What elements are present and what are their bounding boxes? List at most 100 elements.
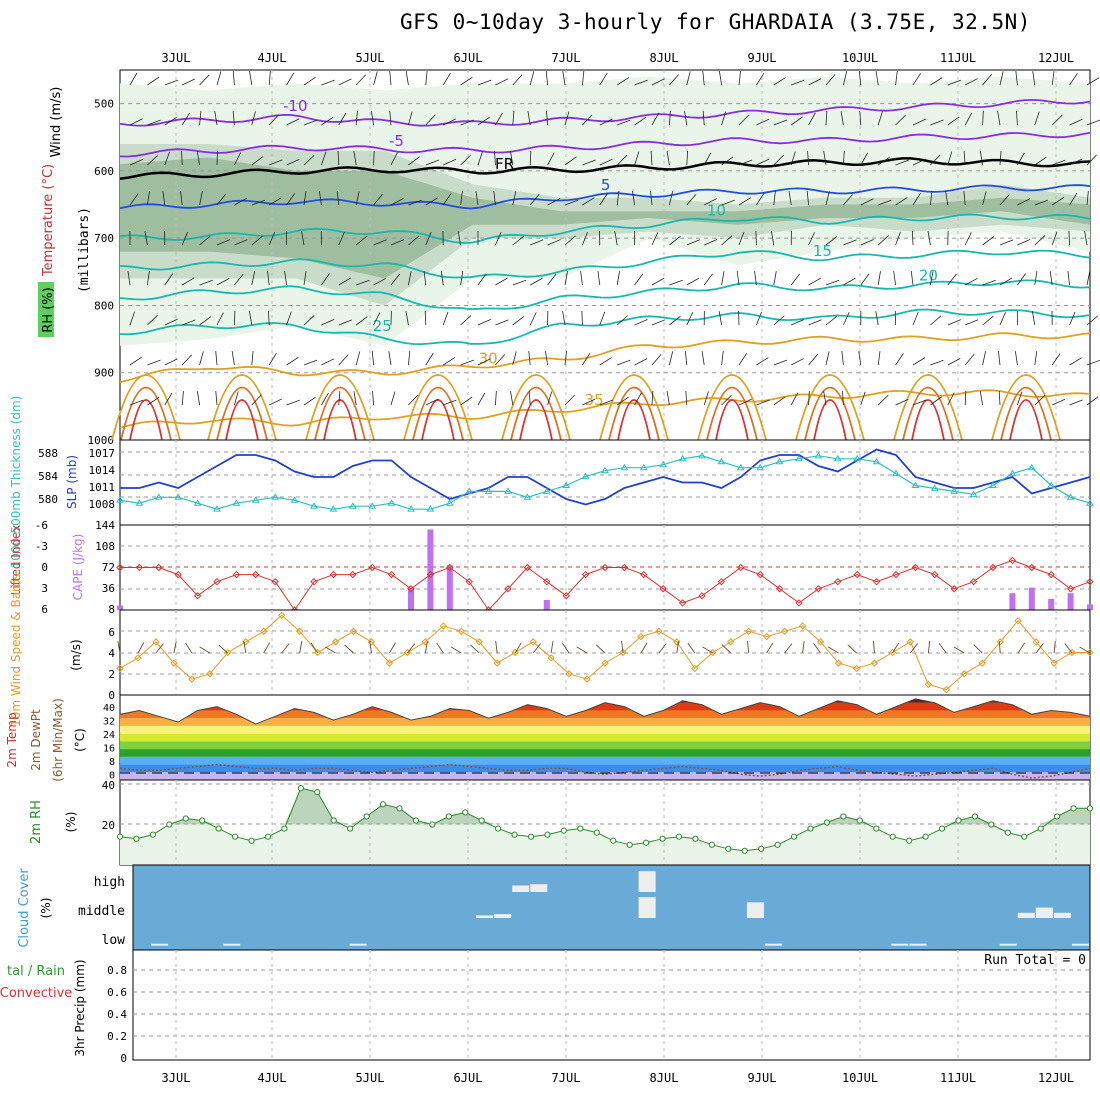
wind-barb xyxy=(127,271,131,286)
wind10m-marker xyxy=(170,659,178,667)
wind-barb xyxy=(877,271,881,286)
wind-barb xyxy=(580,271,583,286)
cloud-bar-high xyxy=(512,885,530,892)
temp-contour-label: 30 xyxy=(479,349,498,367)
rh2m-marker xyxy=(314,789,321,796)
wind-barb xyxy=(721,271,725,286)
wind-barb xyxy=(807,151,809,166)
wind-barb xyxy=(373,277,387,286)
wind-barb xyxy=(1034,395,1046,406)
wind10m-barb xyxy=(687,642,696,654)
wind10m-barb xyxy=(784,643,793,654)
wind-barb xyxy=(1086,77,1100,86)
wind-barb xyxy=(806,191,809,206)
wind10m-barb xyxy=(407,643,416,654)
wind-barb xyxy=(947,392,955,406)
cape-bar xyxy=(1048,598,1055,610)
wind-barb xyxy=(231,351,235,366)
wind-barb xyxy=(390,391,396,406)
wind-barb xyxy=(529,71,535,86)
wind-barb xyxy=(790,151,796,166)
lifted-index-marker xyxy=(543,577,551,586)
wind-barb xyxy=(1014,351,1018,366)
wind-barb xyxy=(303,271,307,286)
wind-barb xyxy=(790,392,799,406)
wind-barb xyxy=(547,239,561,246)
wind-barb xyxy=(356,279,370,286)
wind-barb xyxy=(338,78,352,86)
wind-barb xyxy=(371,351,374,366)
precip-tick: 0 xyxy=(120,1052,127,1065)
wind10m-marker xyxy=(852,664,861,673)
millibars-axis-label: (millibars) xyxy=(77,207,92,293)
wind-barb xyxy=(634,392,642,406)
precip-tick: 0.8 xyxy=(107,964,127,977)
cloud-bar-low xyxy=(1071,943,1089,946)
wind-barb xyxy=(790,116,803,126)
wind-barb xyxy=(215,391,218,406)
temp-color-band xyxy=(120,756,1090,765)
wind-barb xyxy=(599,193,608,206)
wind-barb xyxy=(965,277,978,286)
thickness-marker xyxy=(504,487,512,494)
wind-barb xyxy=(268,352,277,366)
slp-line xyxy=(120,448,1091,506)
wind-barb xyxy=(773,191,776,206)
wind-barb xyxy=(460,154,471,166)
wind-barb xyxy=(355,191,360,206)
wind-barb xyxy=(634,358,648,366)
thickness-marker xyxy=(407,505,415,512)
thickness-marker xyxy=(290,496,299,503)
wind-barb xyxy=(495,391,497,406)
slp-tick: 1011 xyxy=(89,481,116,494)
wind-barb xyxy=(756,118,770,126)
wind-barb xyxy=(912,73,922,86)
wind-barb xyxy=(878,199,892,206)
wind-barb xyxy=(599,311,606,326)
wind-barb xyxy=(582,353,591,366)
rh2m-marker xyxy=(281,825,288,832)
thickness-marker xyxy=(872,457,881,465)
thickness-marker xyxy=(1086,499,1094,506)
wind-barb xyxy=(634,151,640,166)
lifted-index-marker xyxy=(989,563,997,572)
wind-barb xyxy=(512,316,525,326)
thickness-marker xyxy=(562,481,571,488)
wind-barb xyxy=(477,319,491,326)
wind-barb xyxy=(512,191,517,206)
lifted-tick: -6 xyxy=(35,519,48,532)
wind-barb xyxy=(582,398,596,406)
wind-barb xyxy=(199,191,203,206)
wind10m-marker xyxy=(277,611,286,620)
boundary-layer-isotherm xyxy=(510,386,562,441)
boundary-layer-isotherm xyxy=(715,399,749,441)
wind10m-marker xyxy=(798,622,807,630)
wind-barb xyxy=(719,71,722,86)
wind-barb xyxy=(877,235,889,246)
wind-barb xyxy=(303,191,307,206)
lifted-index-marker xyxy=(1008,556,1017,565)
wind-barb xyxy=(460,191,463,206)
wind-barb xyxy=(912,158,926,166)
rh2m-marker xyxy=(445,813,452,820)
wind-barb xyxy=(756,73,765,86)
wind-barb xyxy=(738,353,748,366)
boundary-layer-isotherm xyxy=(120,386,172,441)
lifted-index-marker xyxy=(969,577,978,586)
cloud-level-label: low xyxy=(102,933,126,948)
wind10m-marker xyxy=(475,638,483,646)
wind10m-barb xyxy=(621,641,624,654)
wind-barb xyxy=(840,111,844,126)
rh2m-marker xyxy=(116,833,124,840)
wind-barb xyxy=(773,359,788,366)
lifted-index-line xyxy=(120,559,1091,611)
wind10m-marker xyxy=(906,638,915,646)
wind-barb xyxy=(964,390,967,406)
temp-color-band xyxy=(120,718,1090,726)
wind-barb xyxy=(912,192,921,206)
wind-barb xyxy=(895,114,906,126)
wind-barb xyxy=(773,396,786,406)
wind-barb xyxy=(564,156,577,166)
wind-barb xyxy=(144,231,148,246)
wind10m-marker xyxy=(744,627,753,635)
